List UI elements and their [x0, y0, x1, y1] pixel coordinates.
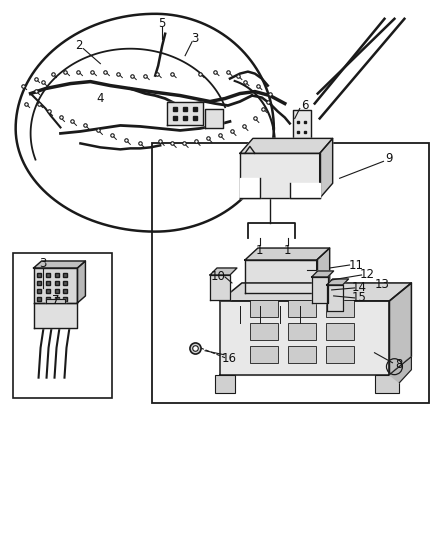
Polygon shape	[240, 178, 260, 198]
Polygon shape	[312, 277, 328, 303]
Polygon shape	[220, 283, 411, 301]
Polygon shape	[293, 110, 311, 140]
FancyBboxPatch shape	[152, 143, 429, 402]
Polygon shape	[327, 285, 343, 311]
Text: 3: 3	[191, 32, 199, 45]
Polygon shape	[240, 154, 320, 198]
Polygon shape	[389, 283, 411, 375]
Polygon shape	[240, 139, 332, 154]
FancyBboxPatch shape	[374, 375, 399, 393]
FancyBboxPatch shape	[250, 323, 278, 340]
Text: 10: 10	[211, 270, 226, 284]
Text: 14: 14	[352, 281, 367, 294]
FancyBboxPatch shape	[288, 323, 316, 340]
Polygon shape	[317, 248, 330, 293]
Text: 13: 13	[375, 278, 390, 292]
Polygon shape	[34, 261, 85, 268]
Text: 11: 11	[349, 259, 364, 271]
Text: 2: 2	[75, 39, 82, 52]
Text: 12: 12	[360, 269, 375, 281]
FancyBboxPatch shape	[250, 346, 278, 362]
FancyBboxPatch shape	[250, 300, 278, 317]
Polygon shape	[327, 279, 349, 285]
Polygon shape	[210, 275, 230, 300]
FancyBboxPatch shape	[288, 346, 316, 362]
FancyBboxPatch shape	[288, 300, 316, 317]
Polygon shape	[34, 303, 78, 328]
FancyBboxPatch shape	[326, 323, 353, 340]
Polygon shape	[78, 261, 85, 303]
Polygon shape	[320, 139, 332, 198]
Polygon shape	[245, 248, 330, 260]
Polygon shape	[220, 301, 389, 375]
Text: 9: 9	[386, 152, 393, 165]
Polygon shape	[245, 260, 317, 293]
Text: 1: 1	[256, 244, 264, 256]
Polygon shape	[167, 101, 203, 125]
Polygon shape	[290, 183, 320, 198]
Polygon shape	[34, 268, 78, 303]
Text: 1: 1	[284, 244, 292, 256]
Text: 7: 7	[52, 294, 59, 308]
Text: 6: 6	[301, 99, 308, 112]
Text: 8: 8	[396, 358, 403, 371]
Polygon shape	[312, 271, 334, 277]
Text: 5: 5	[159, 17, 166, 30]
Text: 4: 4	[97, 92, 104, 105]
Text: 3: 3	[39, 256, 46, 270]
FancyBboxPatch shape	[326, 300, 353, 317]
Polygon shape	[389, 357, 411, 383]
Polygon shape	[205, 109, 223, 128]
Text: 16: 16	[222, 352, 237, 365]
Polygon shape	[210, 268, 237, 275]
Polygon shape	[46, 299, 66, 303]
FancyBboxPatch shape	[326, 346, 353, 362]
FancyBboxPatch shape	[215, 375, 235, 393]
Text: 15: 15	[352, 292, 367, 304]
FancyBboxPatch shape	[13, 253, 112, 398]
